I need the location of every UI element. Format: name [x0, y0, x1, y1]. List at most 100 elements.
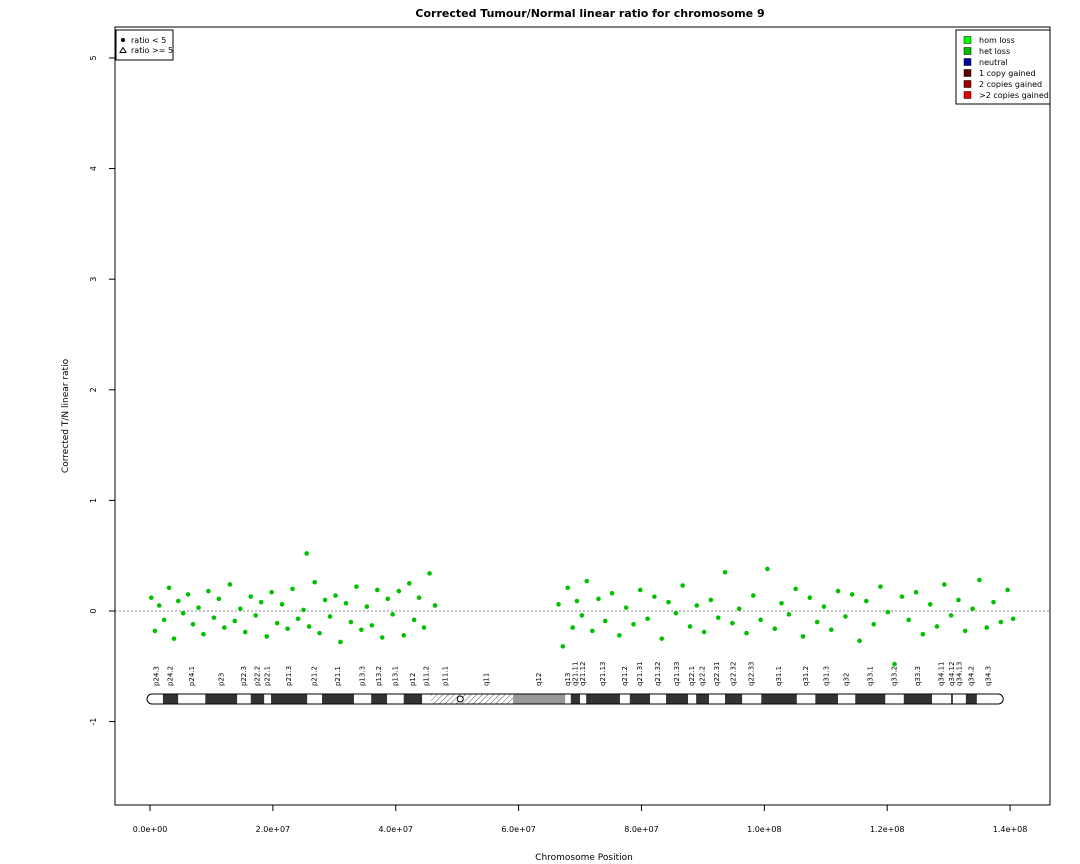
data-point: [948, 613, 954, 618]
band-label: q34.3: [985, 666, 993, 686]
y-tick-label: 2: [89, 387, 98, 392]
y-tick-label: 5: [89, 55, 98, 60]
chromosome-band: [565, 694, 571, 704]
chromosome-band: [513, 694, 566, 704]
data-point: [166, 585, 172, 591]
data-point: [274, 620, 280, 626]
data-point: [920, 631, 926, 637]
y-tick-label: 1: [89, 498, 98, 503]
data-point: [1005, 587, 1010, 593]
legend-symbol: [119, 46, 127, 53]
data-point: [238, 606, 243, 612]
color-legend: hom loss het loss neutral 1 copy gained 2 co…: [955, 29, 1051, 105]
data-point: [290, 586, 295, 592]
data-point: [694, 603, 700, 608]
data-point: [807, 595, 813, 601]
data-point: [631, 621, 636, 627]
data-point: [590, 628, 595, 634]
data-point: [609, 591, 615, 596]
legend-swatch: [963, 36, 972, 44]
data-point: [216, 596, 222, 602]
data-point: [977, 577, 982, 583]
chromosome-band: [709, 694, 726, 704]
data-point: [242, 629, 248, 635]
y-tick-label: 4: [89, 166, 98, 171]
band-label: p24.1: [188, 666, 196, 686]
chromosome-band: [903, 694, 933, 704]
data-point: [421, 625, 427, 630]
data-point: [617, 633, 622, 638]
band-label: p24.2: [167, 666, 175, 686]
band-label: q21.12: [579, 662, 587, 686]
band-label: q12: [535, 673, 543, 686]
data-point: [385, 596, 391, 602]
data-point: [354, 584, 359, 589]
data-point: [427, 571, 432, 576]
band-label: q34.2: [967, 666, 975, 686]
data-point: [152, 628, 158, 634]
chromosome-band: [271, 694, 308, 704]
data-point: [821, 604, 827, 609]
data-point: [570, 625, 575, 630]
band-label: p21.2: [311, 666, 319, 686]
legend-swatch: [963, 91, 972, 99]
data-point: [185, 592, 191, 597]
x-tick-label: 4.0e+07: [378, 825, 413, 834]
data-point: [269, 589, 274, 595]
x-tick-label: 1.2e+08: [870, 825, 905, 834]
band-label: q33.2: [891, 666, 899, 686]
data-point: [878, 584, 883, 589]
chromosome-outline: [146, 693, 1004, 705]
data-point: [927, 602, 933, 607]
chromosome-band: [619, 694, 630, 704]
data-point: [285, 626, 290, 631]
data-point: [190, 621, 196, 627]
data-point: [258, 599, 264, 605]
data-point: [991, 599, 996, 605]
data-point: [343, 600, 349, 606]
legend-swatch: [963, 80, 972, 88]
chromosome-band: [629, 694, 651, 704]
data-point: [401, 633, 407, 638]
data-point: [942, 582, 947, 587]
data-point: [934, 624, 940, 629]
x-tick-label: 0.0e+00: [133, 825, 168, 834]
data-point: [680, 583, 685, 588]
plot-frame: [114, 26, 1051, 806]
data-point: [574, 598, 580, 604]
chromosome-band: [586, 694, 620, 704]
chromosome-band: [761, 694, 797, 704]
data-point: [843, 614, 848, 619]
data-point: [148, 595, 154, 601]
band-label: p23: [217, 673, 225, 686]
band-label: q22.2: [699, 666, 707, 686]
data-point: [333, 593, 338, 598]
data-point: [180, 610, 186, 616]
data-point: [645, 616, 650, 622]
data-point: [730, 620, 735, 626]
band-label: q34.13: [955, 662, 963, 686]
data-point: [962, 628, 968, 634]
band-label: q31.1: [775, 666, 783, 686]
chromosome-band: [403, 694, 423, 704]
chromosome-band: [688, 694, 697, 704]
band-label: q31.2: [802, 666, 810, 686]
data-point: [348, 619, 354, 625]
chromosome-band: [460, 694, 514, 704]
data-point: [306, 624, 312, 629]
chromosome-band: [932, 694, 952, 704]
data-point: [338, 639, 343, 645]
data-point: [864, 598, 869, 604]
chromosome-band: [965, 694, 977, 704]
data-point: [892, 661, 897, 667]
band-label: p21.3: [285, 666, 293, 686]
data-point: [623, 605, 629, 610]
chromosome-band: [430, 694, 461, 704]
plot-area: p24.3 p24.2 p24.1 p23 p22.3 p22.2 p22.1 p21.3 p2…: [115, 551, 1050, 705]
chromosome-band: [696, 694, 710, 704]
x-tick-label: 1.0e+08: [747, 825, 782, 834]
y-tick-label: 3: [89, 277, 98, 282]
chromosome-band: [838, 694, 856, 704]
chromosome-band: [951, 694, 953, 704]
